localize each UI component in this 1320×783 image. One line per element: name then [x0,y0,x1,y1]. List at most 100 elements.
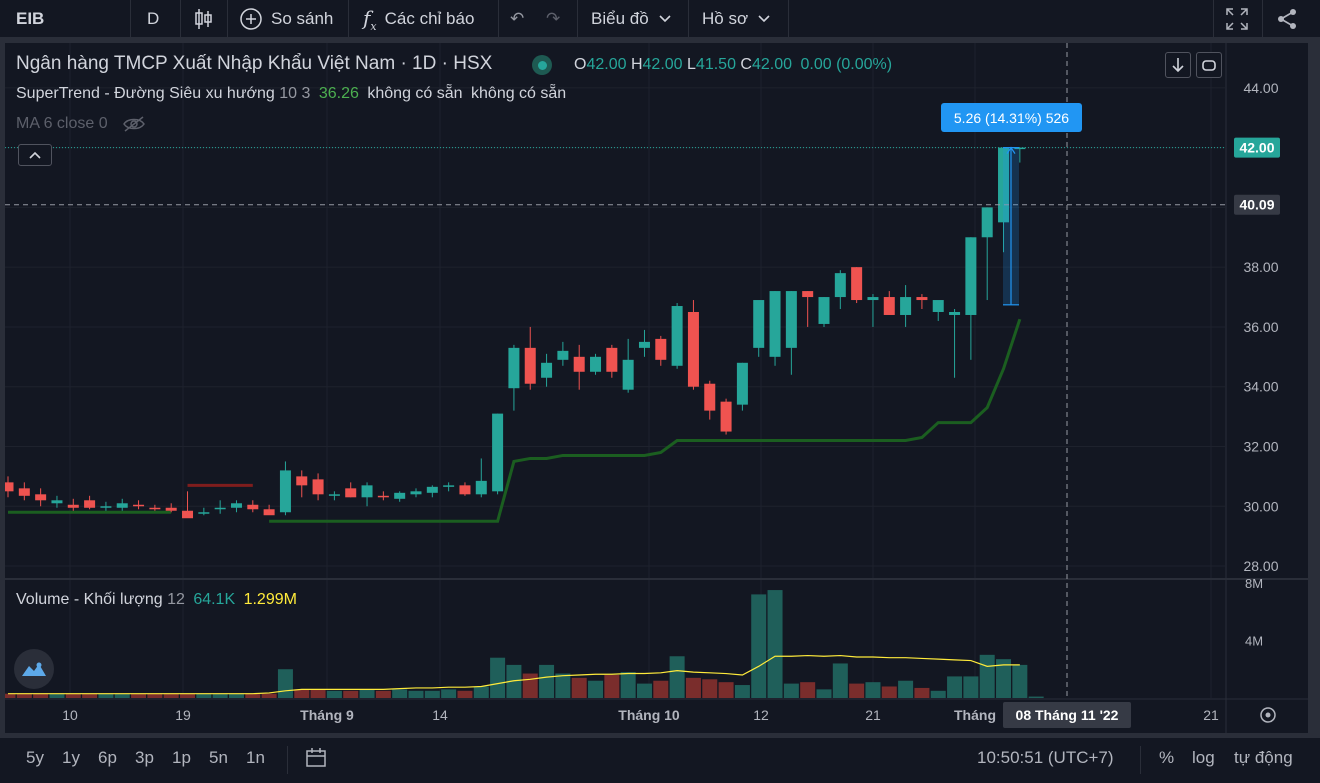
volume-bar [849,683,865,698]
candle-body [541,362,553,378]
candle-body [475,480,487,495]
candle-body [361,485,373,498]
close-key: C [740,56,752,73]
interval-button[interactable]: D [147,0,159,38]
goto-date-button[interactable] [305,747,327,774]
candle-body [900,297,912,315]
candle-body [524,347,536,384]
profile-menu-label: Hồ sơ [702,9,749,28]
volume-bar [1028,696,1044,698]
candle-body [377,495,389,498]
ma-legend[interactable]: MA 6 close 0 [16,115,146,133]
range-5y[interactable]: 5y [26,748,44,767]
range-6m[interactable]: 6p [98,748,117,767]
candle-body [753,300,765,348]
redo-icon: ↷ [546,9,561,29]
collapse-legend-button[interactable] [18,144,52,166]
download-button[interactable] [1165,52,1191,78]
candle-body [949,311,961,315]
gear-center [1265,712,1271,718]
range-1d[interactable]: 1n [246,748,265,767]
candles-style-button[interactable] [192,0,214,38]
candle-body [769,291,781,357]
volume-bar [16,693,32,698]
crosshair-time-label: 08 Tháng 11 '22 [1016,707,1119,723]
undo-button[interactable]: ↶ [510,0,524,38]
logo-icon [22,662,46,676]
candle-body [606,347,618,372]
price-tick-label: 30.00 [1243,498,1278,514]
crosshair-price-badge [1234,194,1280,215]
redo-button[interactable]: ↷ [546,0,560,38]
indicators-button[interactable]: fx Các chỉ báo [363,0,474,38]
supertrend-legend[interactable]: SuperTrend - Đường Siêu xu hướng 10 3 36… [16,85,566,103]
percent-toggle[interactable]: % [1159,748,1175,767]
profile-menu-button[interactable]: Hồ sơ [702,0,770,38]
chart-area[interactable]: 28.0030.0032.0034.0036.0038.0040.0042.00… [5,43,1308,733]
share-button[interactable] [1276,0,1298,38]
volume-bar [539,664,555,698]
volume-bar [457,690,473,698]
range-1m[interactable]: 1p [172,748,191,767]
candle-body [133,504,145,507]
candle-body [100,506,112,508]
volume-bar [228,693,244,698]
candle-body [279,470,291,513]
compare-label: So sánh [271,9,334,28]
candle-body [345,488,357,498]
symbol-title: Ngân hàng TMCP Xuất Nhập Khẩu Việt Nam ·… [16,53,493,74]
ma-label: MA 6 close 0 [16,115,108,133]
chart-menu-button[interactable]: Biểu đồ [591,0,671,38]
replay-button[interactable] [1196,52,1222,78]
volume-bar [816,689,832,698]
function-icon: fx [363,5,377,33]
price-chart[interactable]: 28.0030.0032.0034.0036.0038.0040.0042.00… [5,43,1308,733]
volume-bar [898,680,914,698]
volume-bar [669,656,685,698]
volume-bar [947,676,963,698]
volume-bar [620,672,636,698]
candle-body [35,494,47,501]
volume-legend[interactable]: Volume - Khối lượng 12 64.1K 1.299M [16,591,297,609]
candle-body [687,311,699,387]
candle-body [5,482,14,492]
candle-body [785,291,797,348]
supertrend-na: không có sẵn [367,85,463,102]
candle-body [704,383,716,411]
volume-bar [5,693,16,698]
supertrend-label: SuperTrend - Đường Siêu xu hướng [16,85,275,102]
price-tick-label: 32.00 [1243,438,1278,454]
supertrend-params: 10 3 [279,85,311,102]
gear-ring [1260,707,1276,723]
candle-body [492,413,504,492]
tradingview-logo[interactable] [14,649,54,689]
price-tick-label: 44.00 [1243,80,1278,96]
time-tick-label: 21 [865,707,881,723]
candle-body [720,401,732,432]
clock-timezone[interactable]: 10:50:51 (UTC+7) [977,748,1114,767]
symbol-button[interactable]: EIB [16,0,44,38]
candle-body [263,509,275,516]
low-value: 41.50 [695,56,736,73]
range-5d[interactable]: 5n [209,748,228,767]
volume-bar [751,594,767,698]
candle-body [802,291,814,298]
log-toggle[interactable]: log [1192,748,1215,767]
range-1y[interactable]: 1y [62,748,80,767]
volume-bar [930,690,946,698]
low-key: L [687,56,696,73]
range-3m[interactable]: 3p [135,748,154,767]
ohlc-values: O42.00 H42.00 L41.50 C42.00 0.00 (0.00%) [574,56,892,74]
last-price-badge [1234,137,1280,158]
volume-bar [734,685,750,698]
candle-body [916,297,928,301]
eye-hidden-icon[interactable] [122,115,146,133]
candle-body [230,503,242,508]
crosshair-price-label: 40.09 [1239,197,1274,213]
crosshair-time-badge [1003,702,1131,728]
open-value: 42.00 [586,56,627,73]
compare-button[interactable]: So sánh [239,0,333,38]
auto-toggle[interactable]: tự động [1234,748,1293,767]
toolbar-divider [130,0,131,38]
fullscreen-button[interactable] [1226,0,1248,38]
